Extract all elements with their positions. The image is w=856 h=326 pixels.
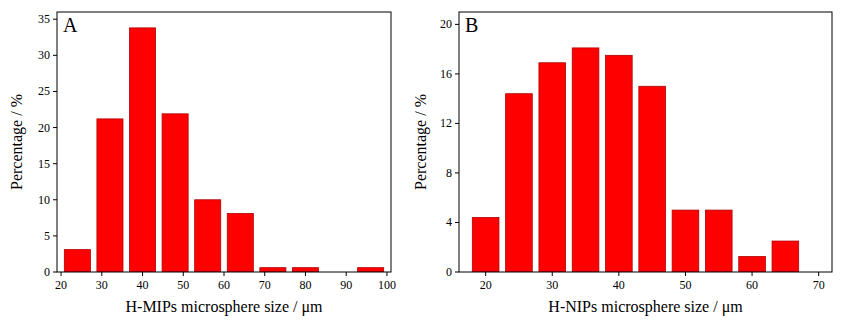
bar — [64, 250, 90, 272]
x-tick — [101, 272, 102, 276]
panel: 0 4 8 12 16 20 20 30 40 50 60 70 H-NIPs microsphere … — [412, 12, 833, 316]
x-tick — [346, 272, 347, 276]
x-tick — [685, 272, 686, 276]
bar — [472, 218, 499, 272]
y-tick-label: 15 — [38, 157, 50, 171]
y-tick — [53, 55, 57, 56]
y-tick-label: 0 — [446, 265, 452, 279]
y-tick — [53, 272, 57, 273]
x-tick-label: 60 — [746, 278, 758, 292]
y-tick — [455, 24, 459, 25]
bar — [606, 55, 633, 272]
x-tick — [752, 272, 753, 276]
y-tick — [53, 91, 57, 92]
x-tick-label: 40 — [137, 278, 149, 292]
x-tick — [305, 272, 306, 276]
x-tick — [818, 272, 819, 276]
bars — [64, 28, 383, 272]
bar — [705, 210, 732, 272]
x-tick-label: 50 — [679, 278, 691, 292]
y-axis-label: Percentage / % — [8, 94, 26, 190]
figure: 051015202530352030405060708090100H-MIPs … — [0, 0, 856, 326]
frame — [57, 12, 391, 272]
x-tick-label: 30 — [96, 278, 108, 292]
x-tick-label: 60 — [218, 278, 230, 292]
bar — [739, 257, 766, 272]
x-tick — [386, 272, 387, 276]
x-tick — [61, 272, 62, 276]
x-tick-label: 50 — [177, 278, 189, 292]
bar — [506, 94, 533, 272]
y-tick-label: 0 — [44, 265, 50, 279]
y-tick — [53, 127, 57, 128]
x-tick — [485, 272, 486, 276]
x-tick-label: 70 — [813, 278, 825, 292]
x-tick-label: 20 — [55, 278, 67, 292]
bar — [672, 210, 699, 272]
y-tick-label: 4 — [446, 215, 452, 229]
x-tick-label: 20 — [480, 278, 492, 292]
y-tick — [53, 235, 57, 236]
y-tick-label: 20 — [440, 17, 452, 31]
y-tick — [455, 123, 459, 124]
y-tick-label: 35 — [38, 12, 50, 26]
bar — [195, 200, 221, 272]
bar — [772, 241, 799, 272]
bar — [162, 114, 188, 272]
x-tick-label: 40 — [613, 278, 625, 292]
x-axis-label: H-NIPs microsphere size / μm — [548, 298, 743, 316]
y-tick-label: 10 — [38, 193, 50, 207]
bar — [97, 119, 123, 272]
x-tick — [552, 272, 553, 276]
x-tick-label: 30 — [546, 278, 558, 292]
x-tick — [264, 272, 265, 276]
y-tick-label: 12 — [440, 116, 452, 130]
panel-label: A — [63, 14, 78, 36]
x-tick-label: 90 — [340, 278, 352, 292]
bar — [227, 214, 253, 273]
y-tick — [455, 172, 459, 173]
y-tick — [53, 199, 57, 200]
x-tick — [224, 272, 225, 276]
panel: 0 5 10 15 20 25 30 35 20 30 40 50 60 70 80 90 100 H-MIPs … — [8, 12, 396, 316]
y-tick-label: 5 — [44, 229, 50, 243]
y-tick — [53, 163, 57, 164]
y-axis-label: Percentage / % — [412, 94, 430, 190]
frame — [459, 12, 832, 272]
x-axis-label: H-MIPs microsphere size / μm — [126, 298, 324, 316]
x-tick-label: 70 — [259, 278, 271, 292]
y-tick — [455, 272, 459, 273]
bar — [292, 268, 318, 272]
x-tick-label: 80 — [299, 278, 311, 292]
y-tick-label: 25 — [38, 84, 50, 98]
x-tick — [183, 272, 184, 276]
x-tick-label: 100 — [378, 278, 396, 292]
y-tick-label: 16 — [440, 67, 452, 81]
bar — [639, 86, 666, 272]
bar — [358, 268, 384, 272]
panel-label: B — [465, 14, 478, 36]
bar — [539, 63, 566, 272]
y-tick — [455, 222, 459, 223]
y-tick — [53, 19, 57, 20]
y-tick-label: 30 — [38, 48, 50, 62]
bar — [572, 48, 599, 272]
bars — [472, 48, 798, 272]
bar — [130, 28, 156, 272]
bar — [260, 268, 286, 272]
y-tick-label: 8 — [446, 166, 452, 180]
y-tick-label: 20 — [38, 121, 50, 135]
x-tick — [618, 272, 619, 276]
x-tick — [142, 272, 143, 276]
y-tick — [455, 73, 459, 74]
